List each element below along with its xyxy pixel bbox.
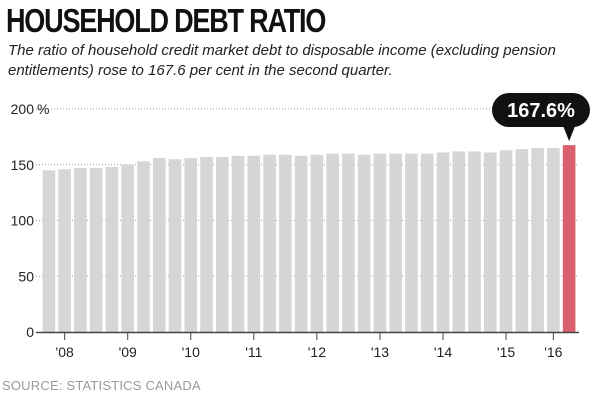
bar (42, 170, 56, 332)
x-tick-label: '13 (371, 344, 389, 360)
x-tick-label: '08 (56, 344, 74, 360)
y-tick-label: 0 (26, 324, 34, 340)
bar-highlight (562, 145, 576, 332)
bar (326, 153, 339, 332)
x-axis-ticks: '08 '09 '10 '11 '12 '13 '14 '15 '16 (56, 332, 563, 360)
bar (547, 148, 560, 332)
bar (168, 159, 182, 332)
bar (263, 154, 276, 332)
bar (74, 168, 87, 332)
bar (499, 150, 513, 332)
callout-label: 167.6% (507, 100, 575, 122)
y-tick-label: 50 (18, 268, 34, 284)
y-tick-label: 100 (11, 213, 35, 229)
bar (294, 155, 308, 332)
bar (200, 156, 213, 332)
bar (436, 152, 450, 332)
x-tick-label: '09 (119, 344, 137, 360)
bar (420, 153, 434, 332)
bar (121, 164, 135, 332)
y-axis-ticks: 0 50 100 150 200 (11, 101, 35, 340)
bar (89, 168, 103, 332)
bar (247, 155, 261, 332)
bars (42, 145, 576, 332)
bar (389, 153, 403, 332)
x-tick-label: '10 (182, 344, 200, 360)
source-note: SOURCE: STATISTICS CANADA (2, 378, 201, 393)
bar (357, 154, 371, 332)
bar (184, 158, 198, 332)
bar (105, 166, 119, 332)
y-axis-unit: % (37, 101, 49, 117)
x-tick-label: '16 (544, 344, 562, 360)
bar (231, 155, 245, 332)
bar (483, 152, 497, 332)
bar (215, 156, 229, 332)
y-tick-label: 200 (11, 101, 35, 117)
bar (405, 153, 418, 332)
bar (515, 149, 529, 332)
chart-subtitle: The ratio of household credit market deb… (8, 42, 556, 79)
x-tick-label: '15 (497, 344, 515, 360)
bar (452, 151, 466, 332)
bar (373, 153, 387, 332)
bar (531, 148, 544, 332)
bar (152, 158, 166, 332)
bar (310, 154, 324, 332)
x-tick-label: '14 (434, 344, 452, 360)
bar (342, 153, 355, 332)
callout-pointer (563, 126, 576, 142)
bar (137, 161, 150, 332)
y-tick-label: 150 (11, 157, 35, 173)
bar (58, 169, 71, 332)
value-callout: 167.6% (492, 93, 590, 142)
bar (468, 151, 481, 332)
x-tick-label: '12 (308, 344, 326, 360)
x-tick-label: '11 (245, 344, 262, 360)
bar (279, 154, 292, 332)
chart-title: HOUSEHOLD DEBT RATIO (6, 2, 326, 39)
callout-box (492, 93, 590, 127)
